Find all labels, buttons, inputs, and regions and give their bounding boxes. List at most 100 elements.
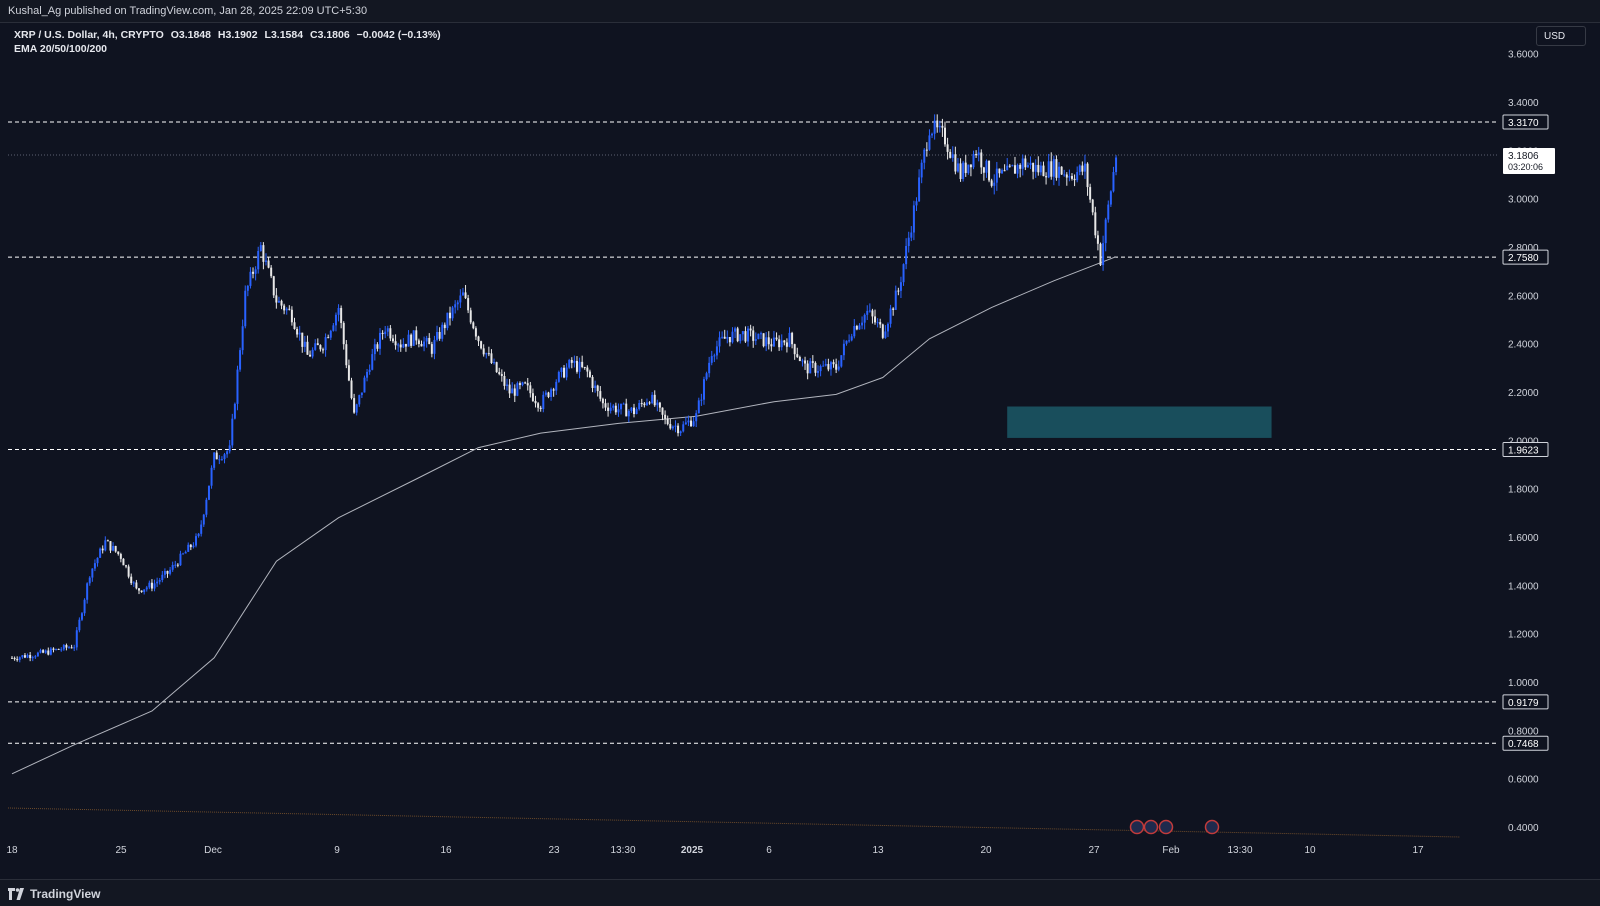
candle[interactable] — [1109, 190, 1112, 208]
candle[interactable] — [521, 381, 524, 387]
candle[interactable] — [26, 653, 29, 659]
candle[interactable] — [754, 332, 757, 345]
candle[interactable] — [249, 267, 252, 289]
candle[interactable] — [565, 363, 568, 381]
candle[interactable] — [832, 359, 835, 368]
candle[interactable] — [254, 266, 257, 281]
candle[interactable] — [423, 336, 426, 352]
candle[interactable] — [1008, 164, 1011, 168]
candle[interactable] — [850, 333, 853, 342]
candle[interactable] — [1107, 200, 1110, 223]
candle[interactable] — [829, 360, 832, 376]
candle[interactable] — [472, 321, 475, 330]
candle[interactable] — [894, 285, 897, 310]
candle[interactable] — [982, 166, 985, 181]
candle[interactable] — [563, 365, 566, 379]
candle[interactable] — [537, 401, 540, 412]
candle[interactable] — [907, 231, 910, 253]
candle[interactable] — [757, 333, 760, 340]
candle[interactable] — [368, 364, 371, 375]
candle[interactable] — [1094, 206, 1097, 239]
candle[interactable] — [309, 350, 312, 357]
candle[interactable] — [358, 394, 361, 407]
candle[interactable] — [988, 160, 991, 183]
candle[interactable] — [182, 552, 185, 555]
candle[interactable] — [804, 356, 807, 370]
candle[interactable] — [55, 648, 58, 651]
candle[interactable] — [547, 391, 550, 399]
candle[interactable] — [288, 305, 291, 311]
candle[interactable] — [511, 382, 514, 394]
candle[interactable] — [905, 238, 908, 270]
candle[interactable] — [993, 174, 996, 195]
candle[interactable] — [1089, 183, 1092, 203]
candle[interactable] — [695, 410, 698, 428]
candle[interactable] — [70, 644, 73, 649]
candle[interactable] — [184, 550, 187, 554]
candle[interactable] — [446, 312, 449, 331]
candle[interactable] — [573, 355, 576, 368]
candle[interactable] — [972, 150, 975, 170]
candle[interactable] — [68, 645, 71, 649]
candle[interactable] — [956, 158, 959, 173]
candle[interactable] — [80, 612, 83, 622]
candle[interactable] — [1115, 155, 1118, 176]
currency-button[interactable]: USD — [1536, 26, 1586, 46]
candle[interactable] — [93, 559, 96, 572]
candle[interactable] — [969, 164, 972, 177]
candle[interactable] — [868, 303, 871, 313]
candle[interactable] — [91, 568, 94, 582]
candle[interactable] — [1016, 163, 1019, 179]
candle[interactable] — [1011, 164, 1014, 167]
candle[interactable] — [1063, 169, 1066, 177]
candle[interactable] — [640, 398, 643, 407]
candle[interactable] — [892, 307, 895, 316]
candle[interactable] — [430, 341, 433, 358]
candle[interactable] — [811, 355, 814, 368]
candle[interactable] — [793, 343, 796, 360]
economic-event-icon[interactable] — [1143, 819, 1159, 835]
candle[interactable] — [666, 415, 669, 426]
candle[interactable] — [944, 121, 946, 147]
candle[interactable] — [539, 405, 542, 412]
candle[interactable] — [464, 285, 467, 299]
candle[interactable] — [635, 407, 638, 415]
candle[interactable] — [721, 331, 724, 339]
candle[interactable] — [448, 306, 451, 326]
candle[interactable] — [21, 654, 24, 659]
candle[interactable] — [399, 339, 402, 352]
candle[interactable] — [412, 330, 415, 347]
candle[interactable] — [231, 413, 234, 448]
candle[interactable] — [679, 430, 682, 436]
candle[interactable] — [226, 449, 229, 458]
candle[interactable] — [42, 649, 45, 654]
candle[interactable] — [1058, 162, 1061, 186]
candle[interactable] — [531, 388, 534, 402]
candle[interactable] — [469, 307, 472, 325]
candle[interactable] — [73, 644, 76, 652]
candle[interactable] — [871, 308, 874, 324]
candle[interactable] — [150, 579, 153, 592]
candle[interactable] — [277, 296, 280, 303]
candle[interactable] — [648, 401, 651, 405]
candle[interactable] — [467, 294, 470, 314]
candle[interactable] — [798, 355, 801, 362]
candle[interactable] — [495, 361, 498, 373]
candle[interactable] — [614, 402, 617, 415]
candle[interactable] — [57, 648, 60, 650]
candle[interactable] — [669, 418, 672, 430]
candle[interactable] — [153, 579, 156, 592]
candle[interactable] — [980, 149, 983, 174]
candle[interactable] — [863, 313, 866, 330]
candle[interactable] — [674, 420, 677, 433]
candle[interactable] — [119, 552, 122, 563]
candle[interactable] — [454, 300, 457, 314]
candle[interactable] — [560, 367, 563, 378]
economic-event-icon[interactable] — [1158, 819, 1174, 835]
candle[interactable] — [915, 197, 918, 211]
candle[interactable] — [861, 316, 864, 330]
candle[interactable] — [734, 326, 737, 339]
candle[interactable] — [329, 329, 332, 341]
candle[interactable] — [156, 577, 159, 587]
candle[interactable] — [1024, 155, 1027, 171]
